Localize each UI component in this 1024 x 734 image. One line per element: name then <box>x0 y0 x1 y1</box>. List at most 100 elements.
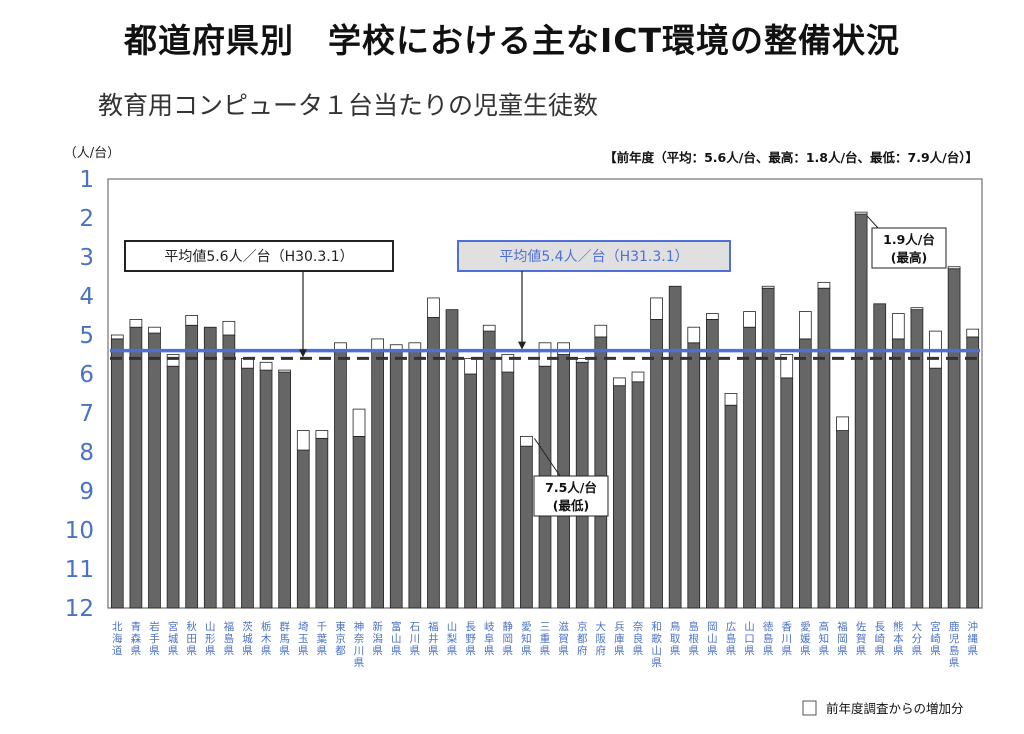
category-label-char: 県 <box>707 645 718 657</box>
category-label-char: 岩 <box>149 620 160 633</box>
category-label-char: 長 <box>874 621 885 633</box>
bar-current <box>761 287 775 609</box>
bar-current <box>724 404 738 609</box>
avg-label-prev-box <box>124 240 394 272</box>
category-label-char: 県 <box>372 645 383 657</box>
category-label-char: 崎 <box>874 632 885 645</box>
bar-current <box>334 350 347 609</box>
category-label-char: 賀 <box>856 633 867 645</box>
category-label-char: 知 <box>521 632 532 645</box>
category-label-char: 川 <box>354 645 365 657</box>
category-label-char: 県 <box>484 645 495 657</box>
bar-increase <box>594 324 608 338</box>
bar-current <box>501 371 515 609</box>
bar-increase <box>166 354 180 367</box>
bar-increase <box>464 357 477 375</box>
bar-increase <box>743 311 756 328</box>
bar-current <box>427 317 440 609</box>
category-label-char: 青 <box>131 620 142 633</box>
category-label-char: 県 <box>410 645 421 657</box>
bar-current <box>296 449 310 609</box>
bar-current <box>650 318 663 609</box>
page-title: 都道府県別 学校における主なICT環境の整備状況 <box>123 21 900 60</box>
category-label-char: 県 <box>279 645 290 657</box>
category-label-char: 良 <box>633 632 644 645</box>
category-label-char: 県 <box>186 645 197 657</box>
category-label-char: 島 <box>949 644 960 657</box>
category-label-char: 宮 <box>930 620 941 633</box>
bar-current <box>408 350 422 609</box>
bar-current <box>817 287 831 609</box>
category-label-char: 岐 <box>484 620 495 633</box>
bar-increase <box>259 361 273 371</box>
category-label-char: 県 <box>874 645 885 657</box>
category-label-char: 歌 <box>651 632 662 645</box>
category-label-char: 馬 <box>279 633 290 645</box>
category-label-char: 県 <box>149 645 160 657</box>
category-label-char: 県 <box>800 645 811 657</box>
bar-increase <box>687 326 701 344</box>
category-label-char: 大 <box>912 620 923 633</box>
max-annotation-pointer <box>866 215 879 229</box>
category-label-char: 庫 <box>614 632 625 645</box>
bar-current <box>929 367 942 609</box>
y-tick-label: 4 <box>79 284 94 310</box>
category-label-char: 分 <box>912 633 923 645</box>
y-tick-label: 9 <box>79 479 94 505</box>
category-label-char: 県 <box>224 645 235 657</box>
bar-current <box>873 303 887 609</box>
bar-increase <box>148 326 161 334</box>
category-label-char: 県 <box>763 645 774 657</box>
category-label-char: 知 <box>819 632 830 645</box>
y-tick-label: 8 <box>79 440 94 466</box>
category-label-char: 千 <box>317 621 328 633</box>
bar-increase <box>296 430 310 451</box>
y-tick-label: 5 <box>79 323 94 349</box>
bar-increase <box>557 342 570 355</box>
bar-current <box>148 332 161 609</box>
category-label-char: 潟 <box>372 632 383 645</box>
category-label-char: 口 <box>744 633 755 645</box>
category-label-char: 佐 <box>856 620 867 633</box>
category-label-char: 田 <box>186 633 197 645</box>
bar-current <box>464 373 477 609</box>
bar-current <box>854 213 868 609</box>
category-label-char: 鳥 <box>670 620 681 633</box>
category-label-char: 県 <box>391 645 402 657</box>
category-label-char: 大 <box>596 620 607 633</box>
category-label-char: 県 <box>614 645 625 657</box>
bar-current <box>780 377 794 609</box>
category-label-char: 府 <box>577 644 588 657</box>
bar-current <box>445 309 459 609</box>
bar-increase <box>706 313 719 320</box>
category-label-char: 県 <box>261 645 272 657</box>
category-label-char: 県 <box>540 645 551 657</box>
category-label-char: 阜 <box>484 632 495 645</box>
category-label-char: 手 <box>149 632 160 645</box>
category-label-char: 阪 <box>596 632 607 645</box>
category-label-char: 県 <box>967 645 978 657</box>
category-label-char: 媛 <box>800 632 811 645</box>
category-label-char: 和 <box>651 621 662 633</box>
min-annotation-value: 7.5人/台 <box>545 480 597 495</box>
category-label-char: 県 <box>856 645 867 657</box>
legend-label: 前年度調査からの増加分 <box>826 701 964 716</box>
category-label-char: 埼 <box>298 620 309 633</box>
min-annotation-tag: (最低) <box>553 498 589 513</box>
category-label-char: 県 <box>242 645 253 657</box>
category-label-char: 城 <box>242 633 253 645</box>
category-label-char: 島 <box>224 632 235 645</box>
category-label-char: 福 <box>428 620 439 633</box>
category-label-char: 県 <box>949 657 960 669</box>
bar-increase <box>613 377 626 387</box>
y-tick-label: 10 <box>65 518 94 544</box>
prev-year-note: 【前年度（平均：5.6人/台、最高：1.8人/台、最低：7.9人/台）】 <box>604 150 978 165</box>
category-label-char: 福 <box>837 620 848 633</box>
category-label-char: 県 <box>298 645 309 657</box>
category-label-char: 県 <box>465 645 476 657</box>
bar-current <box>352 435 366 609</box>
bar-current <box>110 338 124 609</box>
category-label-char: 川 <box>410 633 421 645</box>
category-label-char: 広 <box>726 620 737 633</box>
